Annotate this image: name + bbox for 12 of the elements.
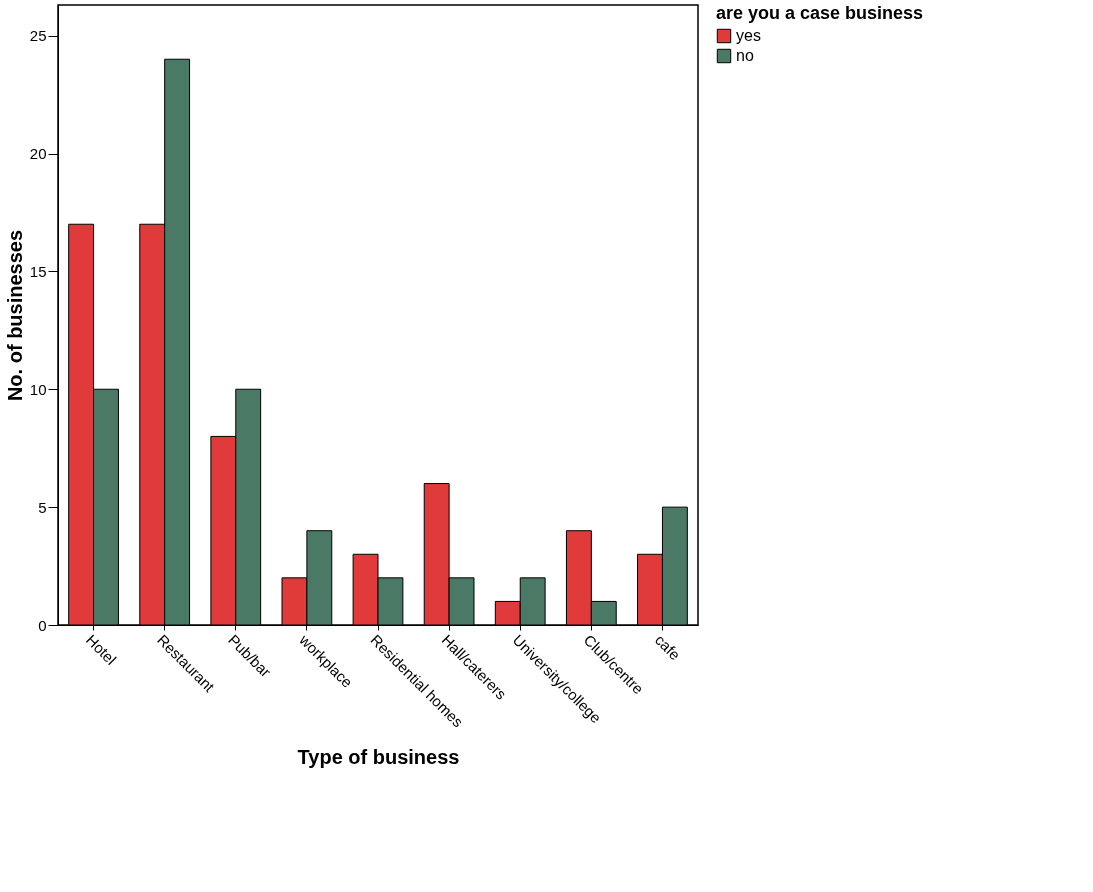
legend-label: no xyxy=(736,47,754,64)
y-tick-label: 20 xyxy=(29,145,47,163)
y-tick-label: 0 xyxy=(38,616,47,634)
y-axis-title: No. of businesses xyxy=(3,229,26,402)
x-axis-title: Type of business xyxy=(297,746,460,769)
x-tick-label: cafe xyxy=(651,631,684,664)
y-tick-label: 15 xyxy=(29,262,47,280)
legend-title: are you a case business xyxy=(716,3,924,23)
y-tick-label: 10 xyxy=(29,380,47,398)
y-tick-label: 5 xyxy=(38,498,47,516)
y-tick-label: 25 xyxy=(29,27,47,45)
legend-label: yes xyxy=(736,27,761,44)
